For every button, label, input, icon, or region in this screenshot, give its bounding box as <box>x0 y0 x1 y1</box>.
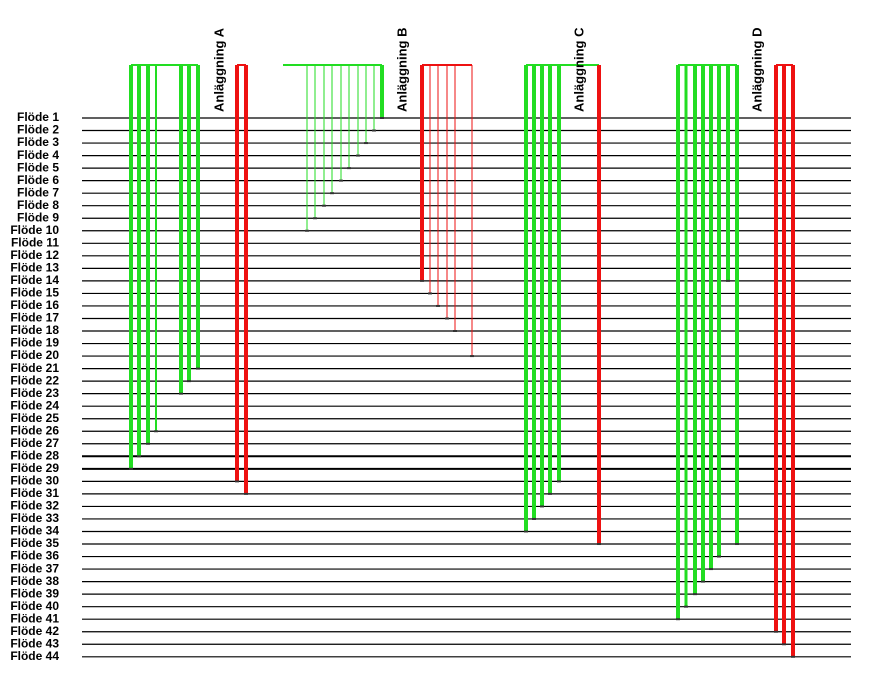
row-label: Flöde 3 <box>17 135 59 149</box>
row-label: Flöde 16 <box>10 298 59 312</box>
row-label: Flöde 26 <box>10 423 59 437</box>
row-label: Flöde 1 <box>17 110 59 124</box>
row-label: Flöde 32 <box>10 499 59 513</box>
row-label: Flöde 31 <box>10 486 59 500</box>
row-label: Flöde 18 <box>10 323 59 337</box>
plant-label: Anläggning D <box>749 28 764 113</box>
row-label: Flöde 25 <box>10 411 59 425</box>
row-label: Flöde 39 <box>10 586 59 600</box>
row-label: Flöde 42 <box>10 624 59 638</box>
row-label: Flöde 21 <box>10 361 59 375</box>
row-label: Flöde 6 <box>17 173 59 187</box>
row-label: Flöde 8 <box>17 198 59 212</box>
row-label: Flöde 19 <box>10 336 59 350</box>
row-label: Flöde 7 <box>17 185 59 199</box>
row-label: Flöde 17 <box>10 311 59 325</box>
row-label: Flöde 35 <box>10 536 59 550</box>
row-label: Flöde 41 <box>10 611 59 625</box>
row-label: Flöde 40 <box>10 599 59 613</box>
row-label: Flöde 43 <box>10 636 59 650</box>
row-label: Flöde 28 <box>10 448 59 462</box>
row-label: Flöde 11 <box>11 235 59 249</box>
row-label: Flöde 5 <box>17 160 59 174</box>
row-label: Flöde 4 <box>17 148 59 162</box>
row-label: Flöde 10 <box>10 223 59 237</box>
row-label: Flöde 2 <box>17 123 59 137</box>
row-label: Flöde 14 <box>10 273 59 287</box>
row-label: Flöde 20 <box>10 348 59 362</box>
row-label: Flöde 37 <box>10 561 59 575</box>
row-label: Flöde 29 <box>10 461 59 475</box>
row-label: Flöde 15 <box>10 286 59 300</box>
row-label: Flöde 27 <box>10 436 59 450</box>
plant-label: Anläggning A <box>211 27 226 112</box>
row-label: Flöde 33 <box>10 511 59 525</box>
plant-label: Anläggning C <box>571 27 586 112</box>
plant-label: Anläggning B <box>394 28 409 113</box>
row-label: Flöde 24 <box>10 398 59 412</box>
row-label: Flöde 22 <box>10 373 59 387</box>
row-label: Flöde 44 <box>10 649 59 663</box>
row-label: Flöde 23 <box>10 386 59 400</box>
row-label: Flöde 13 <box>10 261 59 275</box>
row-label: Flöde 34 <box>10 524 59 538</box>
row-label: Flöde 38 <box>10 574 59 588</box>
row-label: Flöde 9 <box>17 210 59 224</box>
row-label: Flöde 36 <box>10 549 59 563</box>
row-label: Flöde 30 <box>10 474 59 488</box>
row-label: Flöde 12 <box>10 248 59 262</box>
